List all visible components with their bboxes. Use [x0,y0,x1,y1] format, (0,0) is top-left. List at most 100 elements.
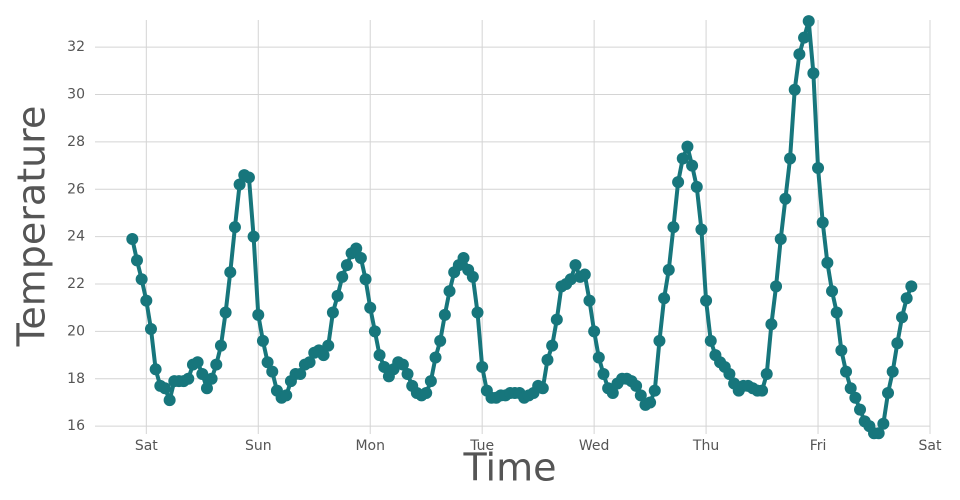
y-tick-label: 32 [67,39,85,55]
point [597,368,610,381]
point [760,368,773,381]
x-tick-label: Sun [245,438,272,454]
point [896,311,909,324]
point [644,396,657,409]
point [844,382,857,395]
x-tick-label: Tue [469,438,494,454]
point [256,334,269,347]
point [578,268,591,281]
x-tick-label: Sat [135,438,158,454]
point [588,325,601,338]
point [200,382,213,395]
point [802,15,815,28]
point [770,280,783,293]
point [443,285,456,298]
point [331,289,344,302]
point [163,394,176,407]
point [882,386,895,399]
point [434,334,447,347]
y-tick-label: 16 [67,418,85,434]
point [564,273,577,286]
point [756,384,769,397]
point [606,386,619,399]
x-tick-label: Fri [810,438,827,454]
point [471,306,484,319]
point [322,339,335,352]
point [900,292,913,305]
point [126,233,139,246]
point [158,382,171,395]
point [429,351,442,364]
point [653,334,666,347]
point [686,159,699,172]
point [135,273,148,286]
point [672,176,685,189]
point [364,301,377,314]
y-tick-label: 18 [67,371,85,387]
point [205,372,218,385]
point [438,308,451,321]
point [765,318,778,331]
point [550,313,563,326]
point [378,360,391,373]
point [336,270,349,283]
point [830,306,843,319]
point [373,349,386,362]
x-tick-label: Thu [692,438,719,454]
point [294,368,307,381]
point [420,386,433,399]
point [667,221,680,234]
point [872,427,885,440]
point [219,306,232,319]
point [214,339,227,352]
point [368,325,381,338]
point [266,365,279,378]
point [359,273,372,286]
point [182,372,195,385]
point [144,323,157,336]
point [541,353,554,366]
point [149,363,162,376]
point [891,337,904,350]
point [583,294,596,307]
x-tick-label: Wed [579,438,610,454]
point [242,171,255,184]
point [681,140,694,153]
point [774,233,787,246]
point [247,230,260,243]
y-tick-label: 26 [67,181,85,197]
point [261,356,274,369]
point [354,251,367,264]
point [816,216,829,229]
point [569,259,582,272]
point [877,417,890,430]
point [210,358,223,371]
point [676,152,689,165]
point [821,256,834,269]
point [905,280,918,293]
point [812,161,825,174]
point [662,263,675,276]
point [886,365,899,378]
point [784,152,797,165]
point [723,368,736,381]
x-tick-label: Mon [355,438,385,454]
point [350,242,363,255]
point [130,254,143,267]
x-tick-label: Sat [919,438,942,454]
point [849,391,862,404]
line [130,19,914,436]
point [228,221,241,234]
point [224,266,237,279]
y-axis-title: Temperature [10,106,54,348]
point [326,306,339,319]
point [280,389,293,402]
point [807,67,820,80]
point [396,358,409,371]
x-axis-title: Time [463,446,557,490]
point [826,285,839,298]
y-tick-label: 24 [67,229,85,245]
point [704,334,717,347]
point [191,356,204,369]
